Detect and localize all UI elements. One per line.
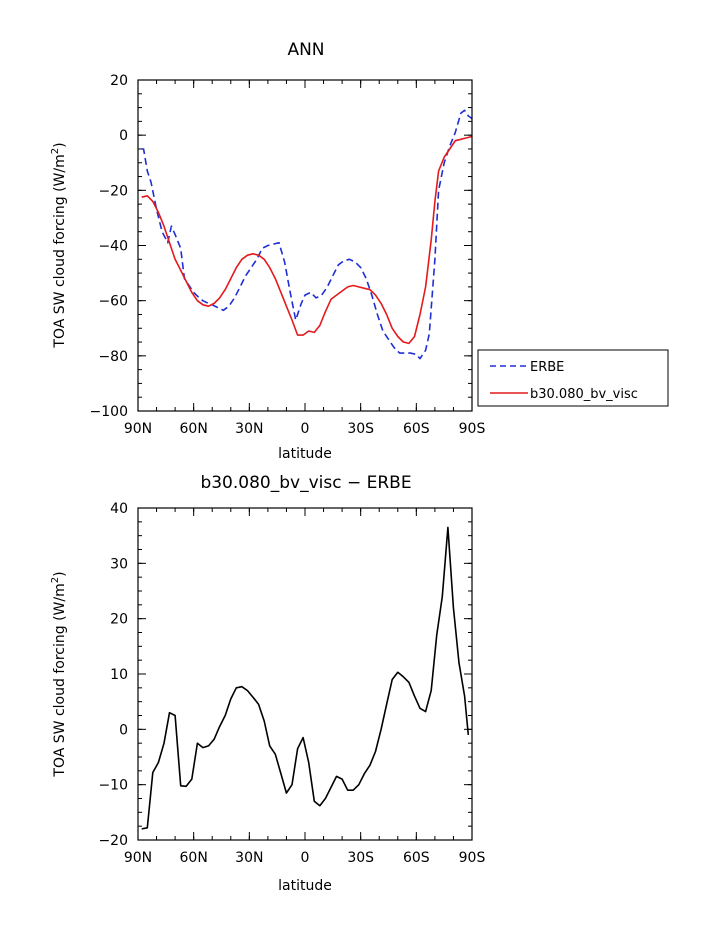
plot-frame <box>137 79 473 412</box>
y-tick-label: 0 <box>119 722 128 738</box>
y-tick-label: −100 <box>90 404 128 420</box>
y-tick-label: 20 <box>110 612 128 628</box>
x-tick-label: 90S <box>459 850 486 866</box>
y-tick-label: −40 <box>98 239 128 255</box>
x-tick-label: 60N <box>180 421 208 437</box>
y-axis-label: TOA SW cloud forcing (W/m2) <box>50 142 68 348</box>
y-tick-label: −20 <box>98 183 128 199</box>
y-tick-label: 20 <box>110 73 128 89</box>
series-line-1 <box>141 135 473 345</box>
y-tick-label: 10 <box>110 667 128 683</box>
legend-label-erbe: ERBE <box>530 360 564 375</box>
x-tick-label: 0 <box>301 421 310 437</box>
x-tick-label: 60S <box>403 850 430 866</box>
chart-top: ANN 90N 60N 30N 0 30S 60S 90S −100 −80 −60 −40 −20 0… <box>50 40 669 462</box>
x-tick-label: 90N <box>124 421 152 437</box>
series-line-0 <box>141 109 473 360</box>
y-tick-label: −10 <box>98 778 128 794</box>
chart-title: b30.080_bv_visc − ERBE <box>200 473 411 493</box>
x-tick-label: 30N <box>235 421 263 437</box>
y-axis-label: TOA SW cloud forcing (W/m2) <box>50 571 68 777</box>
x-tick-label: 30N <box>235 850 263 866</box>
x-tick-label: 30S <box>347 850 374 866</box>
x-tick-label: 60N <box>180 850 208 866</box>
x-tick-label: 60S <box>403 421 430 437</box>
legend-label-model: b30.080_bv_visc <box>530 387 638 402</box>
x-tick-label: 30S <box>347 421 374 437</box>
x-tick-label: 90S <box>459 421 486 437</box>
y-tick-label: −60 <box>98 294 128 310</box>
y-tick-label: 30 <box>110 556 128 572</box>
y-tick-label: 0 <box>119 128 128 144</box>
x-axis-label: latitude <box>278 446 332 462</box>
legend-box <box>477 349 669 407</box>
chart-bottom: b30.080_bv_visc − ERBE 90N 60N 30N 0 30S 60S 9… <box>50 473 485 894</box>
x-tick-label: 0 <box>301 850 310 866</box>
series-line-0 <box>141 526 470 830</box>
x-axis-label: latitude <box>278 878 332 894</box>
chart-title: ANN <box>287 40 324 60</box>
x-tick-label: 90N <box>124 850 152 866</box>
y-tick-label: 40 <box>110 501 128 517</box>
plot-frame <box>137 507 473 841</box>
legend: ERBE b30.080_bv_visc <box>477 349 669 407</box>
y-tick-label: −80 <box>98 349 128 365</box>
y-tick-label: −20 <box>98 833 128 849</box>
